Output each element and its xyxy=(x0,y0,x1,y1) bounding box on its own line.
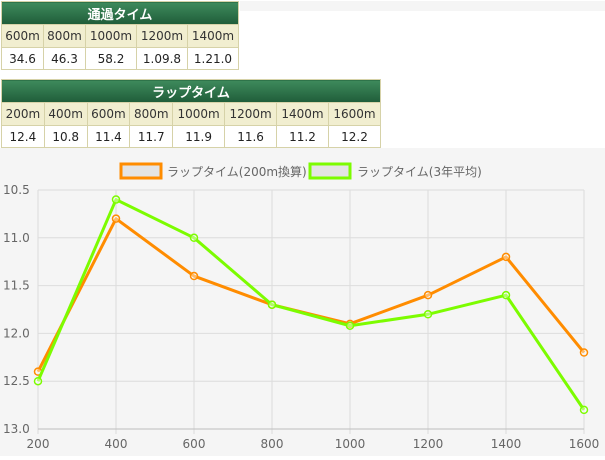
data-point xyxy=(579,405,589,415)
y-axis-ticks: 10.5 11.0 11.5 12.0 12.5 13.0 xyxy=(3,183,30,436)
lap-header-cell: 800m xyxy=(129,102,174,126)
x-tick-label: 1200 xyxy=(413,437,444,451)
lap-value-cell: 11.7 xyxy=(129,125,174,148)
y-tick-label: 11.0 xyxy=(3,231,30,245)
data-point xyxy=(501,290,511,300)
x-tick-label: 400 xyxy=(105,437,128,451)
y-tick-label: 12.0 xyxy=(3,326,30,340)
passage-value-row: 34.6 46.3 58.2 1.09.8 1.21.0 xyxy=(1,47,240,70)
chart-series xyxy=(33,195,589,415)
legend-label: ラップタイム(3年平均) xyxy=(357,165,482,179)
x-tick-label: 1000 xyxy=(335,437,366,451)
x-tick-label: 1400 xyxy=(491,437,522,451)
lap-value-row: 12.4 10.8 11.4 11.7 11.9 11.6 11.2 12.2 xyxy=(1,125,382,148)
passage-header-cell: 1400m xyxy=(186,24,240,48)
x-tick-label: 800 xyxy=(261,437,284,451)
data-point xyxy=(33,376,43,386)
series-line-2 xyxy=(36,198,586,411)
lap-value-cell: 12.2 xyxy=(327,125,382,148)
y-tick-label: 10.5 xyxy=(3,183,30,197)
chart-legend: ラップタイム(200m換算) ラップタイム(3年平均) xyxy=(119,162,482,180)
x-axis-ticks: 200 400 600 800 1000 1200 1400 1600 xyxy=(27,437,600,451)
data-point xyxy=(345,321,355,331)
lap-header-row: 200m 400m 600m 800m 1000m 1200m 1400m 16… xyxy=(1,102,382,126)
data-point xyxy=(189,233,199,243)
chart-grid xyxy=(37,189,585,434)
y-tick-label: 13.0 xyxy=(3,422,30,436)
chart-canvas: 10.5 11.0 11.5 12.0 12.5 13.0 200 400 600 800 100… xyxy=(3,162,600,451)
lap-value-cell: 11.6 xyxy=(224,125,278,148)
x-tick-label: 1600 xyxy=(569,437,600,451)
lap-header-cell: 1600m xyxy=(327,102,382,126)
lap-value-cell: 12.4 xyxy=(1,125,45,148)
passage-header-cell: 1000m xyxy=(84,24,137,48)
x-tick-label: 600 xyxy=(183,437,206,451)
lap-value-cell: 11.2 xyxy=(276,125,329,148)
data-point xyxy=(189,271,199,281)
passage-value-cell: 58.2 xyxy=(84,47,137,70)
passage-value-cell: 46.3 xyxy=(42,47,86,70)
lap-header-cell: 1200m xyxy=(224,102,278,126)
y-tick-label: 12.5 xyxy=(3,374,30,388)
data-point xyxy=(423,310,433,319)
lap-header-cell: 400m xyxy=(43,102,88,126)
lap-time-title: ラップタイム xyxy=(1,79,381,103)
legend-swatch xyxy=(119,162,163,180)
lap-time-line-chart: 10.5 11.0 11.5 12.0 12.5 13.0 200 400 600 800 100… xyxy=(0,148,605,456)
passage-value-cell: 1.21.0 xyxy=(186,47,240,70)
passage-header-cell: 800m xyxy=(42,24,86,48)
data-point xyxy=(501,252,511,262)
legend-label: ラップタイム(200m換算) xyxy=(167,164,307,179)
lap-value-cell: 11.9 xyxy=(172,125,226,148)
lap-value-cell: 11.4 xyxy=(86,125,131,148)
lap-time-table: ラップタイム 200m 400m 600m 800m 1000m 1200m 1… xyxy=(1,79,382,148)
data-point xyxy=(579,348,589,357)
lap-header-cell: 600m xyxy=(86,102,131,126)
passage-header-cell: 600m xyxy=(1,24,44,48)
lap-header-cell: 200m xyxy=(1,102,45,126)
passage-header-cell: 1200m xyxy=(135,24,188,48)
data-point xyxy=(111,195,121,204)
data-point xyxy=(423,290,433,300)
data-point xyxy=(267,300,277,309)
data-point xyxy=(111,214,121,223)
lap-value-cell: 10.8 xyxy=(43,125,88,148)
passage-header-row: 600m 800m 1000m 1200m 1400m xyxy=(1,24,240,48)
passage-value-cell: 34.6 xyxy=(1,47,44,70)
lap-header-cell: 1000m xyxy=(172,102,226,126)
x-tick-label: 200 xyxy=(27,437,50,451)
legend-swatch xyxy=(308,162,352,180)
table-background-strip xyxy=(240,1,605,11)
passage-time-title: 通過タイム xyxy=(1,1,239,25)
passage-time-table: 通過タイム 600m 800m 1000m 1200m 1400m 34.6 4… xyxy=(1,1,240,70)
passage-value-cell: 1.09.8 xyxy=(135,47,188,70)
y-tick-label: 11.5 xyxy=(3,279,30,293)
lap-header-cell: 1400m xyxy=(276,102,329,126)
